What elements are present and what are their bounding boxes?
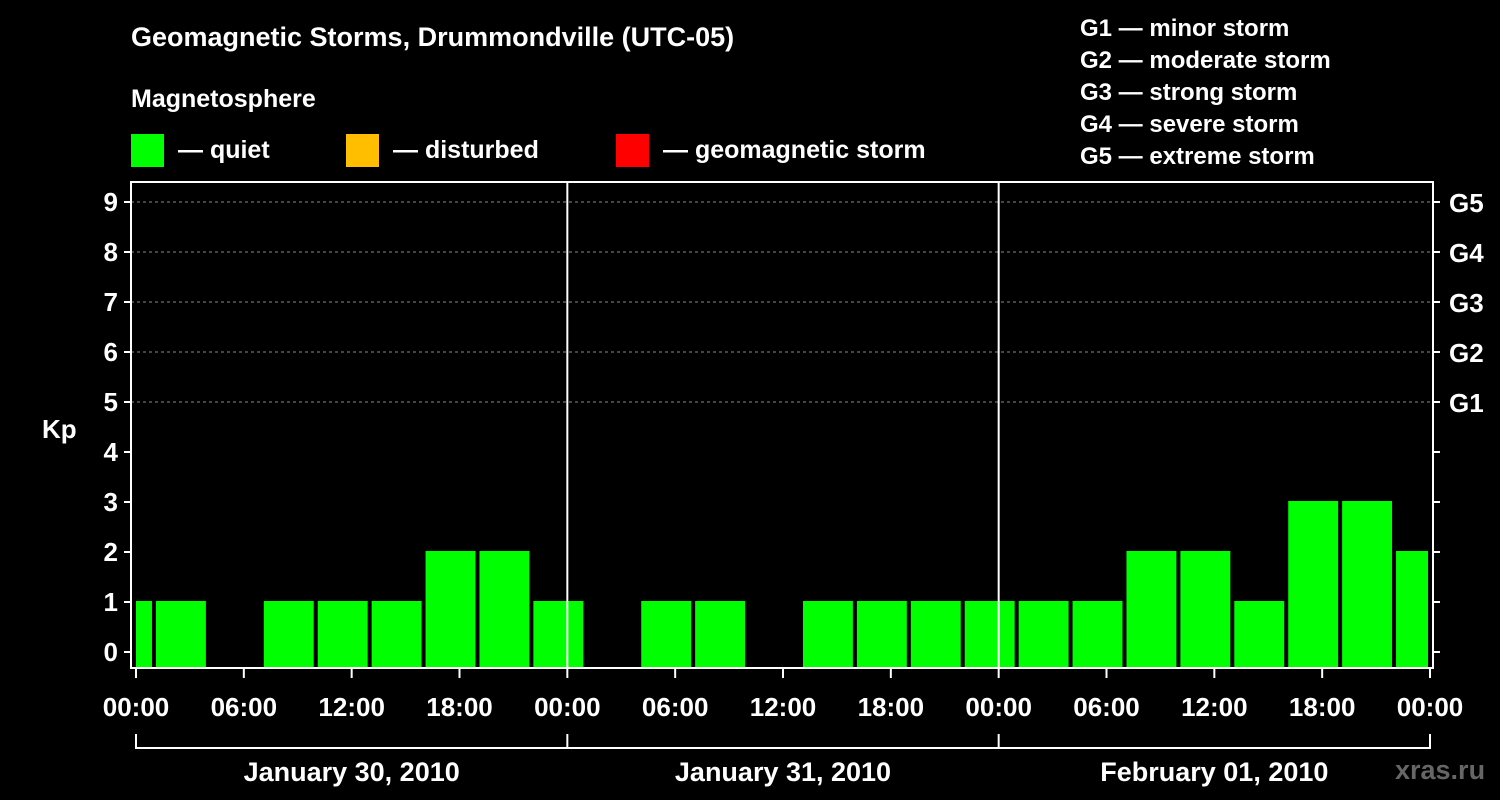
watermark: xras.ru [1395,755,1486,785]
kp-bar [317,601,368,668]
kp-bar [1126,551,1177,668]
kp-bar [1018,601,1069,668]
kp-bar [910,601,961,668]
day-label: February 01, 2010 [1100,757,1328,787]
kp-bar [533,601,584,668]
legend-storm: — geomagnetic storm [616,133,926,167]
kp-bar [1342,501,1393,668]
x-tick-label: 06:00 [1073,692,1140,722]
x-tick-label: 00:00 [965,692,1032,722]
kp-bar [856,601,907,668]
storm-level-g4: G4 — severe storm [1080,111,1299,138]
y-tick-label: 2 [104,537,118,567]
y-axis-label: Kp [42,414,77,444]
kp-bar [136,601,152,668]
kp-bar [1180,551,1231,668]
y-tick-label: 9 [104,187,118,217]
chart-title: Geomagnetic Storms, Drummondville (UTC-0… [131,22,735,52]
x-tick-label: 12:00 [318,692,385,722]
legend-quiet-swatch [131,133,164,167]
legend-storm-label: — geomagnetic storm [663,135,926,164]
x-tick-label: 12:00 [1181,692,1248,722]
y-tick-label: 5 [104,387,118,417]
y-tick-label: 1 [104,587,118,617]
kp-bar [802,601,853,668]
storm-level-g1: G1 — minor storm [1080,15,1290,42]
x-tick-label: 12:00 [750,692,817,722]
kp-bar [641,601,692,668]
storm-level-g2: G2 — moderate storm [1080,47,1331,74]
y-tick-label: 7 [104,287,118,317]
x-tick-label: 18:00 [858,692,925,722]
y-tick-label: 3 [104,487,118,517]
y-tick-label: 0 [104,637,118,667]
kp-bar [1288,501,1339,668]
y-tick-label: 4 [104,437,119,467]
x-tick-label: 00:00 [534,692,601,722]
x-tick-label: 18:00 [1289,692,1356,722]
storm-axis-label: G5 [1449,188,1484,218]
kp-bar [371,601,422,668]
kp-bar [479,551,530,668]
legend-quiet-label: — quiet [178,135,270,164]
kp-bar [1234,601,1285,668]
x-tick-label: 00:00 [1397,692,1464,722]
kp-bar [1396,551,1428,668]
storm-axis-label: G4 [1449,238,1484,268]
x-tick-label: 18:00 [426,692,493,722]
y-tick-label: 6 [104,337,118,367]
x-tick-label: 00:00 [103,692,170,722]
kp-bar [155,601,206,668]
legend-storm-swatch [616,133,649,167]
storm-level-legend: G1 — minor storm G2 — moderate storm G3 … [1080,13,1331,173]
kp-bar [695,601,746,668]
kp-bar [964,601,1015,668]
legend-disturbed-label: — disturbed [393,135,539,164]
day-label: January 30, 2010 [244,757,460,787]
legend-disturbed-swatch [346,133,379,167]
storm-axis-label: G1 [1449,388,1484,418]
x-tick-label: 06:00 [211,692,278,722]
kp-bar [263,601,314,668]
y-tick-label: 8 [104,237,118,267]
storm-level-g3: G3 — strong storm [1080,79,1298,106]
kp-bar [1072,601,1123,668]
storm-level-g5: G5 — extreme storm [1080,143,1315,170]
day-label: January 31, 2010 [675,757,891,787]
storm-axis-label: G2 [1449,338,1484,368]
plot-frame [130,181,1434,669]
storm-axis-label: G3 [1449,288,1484,318]
legend-disturbed: — disturbed [346,133,539,167]
legend-subtitle: Magnetosphere [131,85,316,113]
kp-bar [425,551,476,668]
legend-quiet: — quiet [131,133,270,167]
x-tick-label: 06:00 [642,692,709,722]
